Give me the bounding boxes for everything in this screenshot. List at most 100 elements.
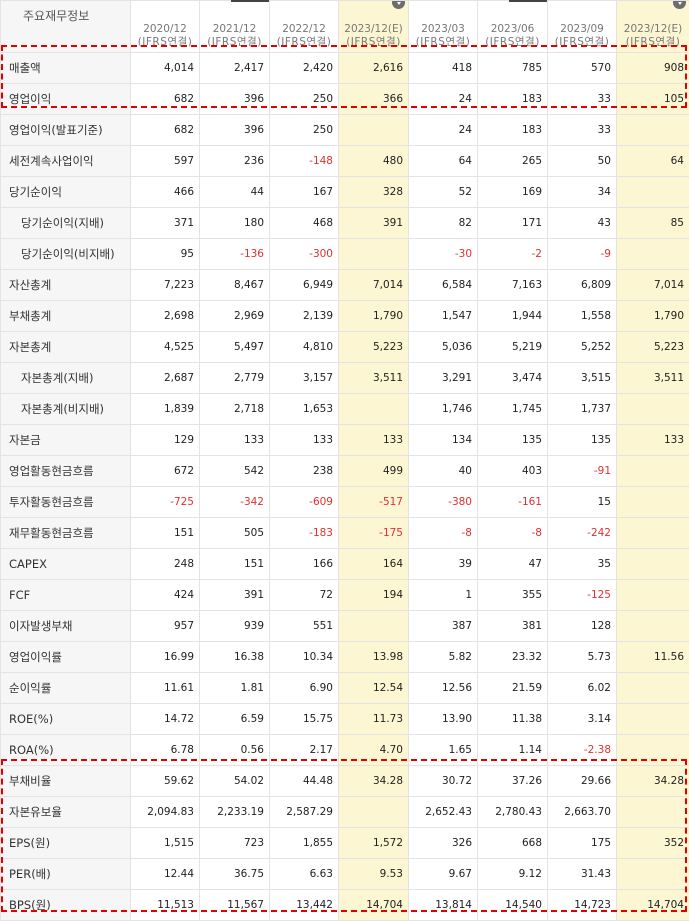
- table-cell: 1.81: [200, 673, 270, 704]
- table-cell: 2,652.43: [409, 797, 478, 828]
- table-cell: 2,616: [339, 53, 409, 84]
- table-cell: 7,014: [617, 270, 689, 301]
- column-date: 2023/06: [478, 23, 547, 36]
- table-cell: 167: [270, 177, 339, 208]
- table-cell: 355: [478, 580, 548, 611]
- row-label: 당기순이익(지배): [1, 208, 131, 239]
- table-cell: 15.75: [270, 704, 339, 735]
- table-cell: 151: [200, 549, 270, 580]
- table-cell: 5,252: [548, 332, 617, 363]
- table-cell: 14,704: [339, 890, 409, 921]
- table-cell: 957: [131, 611, 200, 642]
- table-cell: 151: [131, 518, 200, 549]
- table-cell: 33: [548, 115, 617, 146]
- column-header-estimate: 2023/12(E)(IFRS연결): [339, 1, 409, 53]
- table-cell: 24: [409, 115, 478, 146]
- table-cell: 723: [200, 828, 270, 859]
- row-label: ROE(%): [1, 704, 131, 735]
- row-label: EPS(원): [1, 828, 131, 859]
- table-cell: -2.38: [548, 735, 617, 766]
- table-cell: 250: [270, 115, 339, 146]
- column-basis: (IFRS연결): [270, 36, 338, 52]
- table-cell: -242: [548, 518, 617, 549]
- table-cell: -609: [270, 487, 339, 518]
- table-cell: 64: [409, 146, 478, 177]
- table-cell: -342: [200, 487, 270, 518]
- table-cell: 2,233.19: [200, 797, 270, 828]
- table-cell: 3,515: [548, 363, 617, 394]
- table-cell: 1,745: [478, 394, 548, 425]
- row-label: 자본총계(지배): [1, 363, 131, 394]
- row-label: 영업이익: [1, 84, 131, 115]
- table-cell: 13.90: [409, 704, 478, 735]
- column-date: 2023/09: [548, 23, 616, 36]
- table-cell: 7,163: [478, 270, 548, 301]
- table-cell: 785: [478, 53, 548, 84]
- row-label: 자본총계(비지배): [1, 394, 131, 425]
- column-date: 2023/12(E): [339, 23, 408, 36]
- table-cell: 134: [409, 425, 478, 456]
- table-cell: 2.17: [270, 735, 339, 766]
- annual-toggle-icon[interactable]: [392, 1, 405, 10]
- table-cell: -161: [478, 487, 548, 518]
- column-header: 2021/12(IFRS연결): [200, 1, 270, 53]
- table-cell: -136: [200, 239, 270, 270]
- table-cell: 6,949: [270, 270, 339, 301]
- table-cell: 238: [270, 456, 339, 487]
- table-cell: 672: [131, 456, 200, 487]
- table-cell: 499: [339, 456, 409, 487]
- table-cell: 9.12: [478, 859, 548, 890]
- table-cell: 4,810: [270, 332, 339, 363]
- table-cell: 34.28: [617, 766, 689, 797]
- column-basis: (IFRS연결): [617, 36, 689, 52]
- table-cell: 3,474: [478, 363, 548, 394]
- table-cell: -380: [409, 487, 478, 518]
- table-cell: 1,547: [409, 301, 478, 332]
- table-cell: [617, 735, 689, 766]
- table-cell: 12.54: [339, 673, 409, 704]
- quarterly-toggle-icon[interactable]: [673, 1, 686, 10]
- row-label: 자산총계: [1, 270, 131, 301]
- table-cell: 2,698: [131, 301, 200, 332]
- row-label: ROA(%): [1, 735, 131, 766]
- table-cell: 391: [200, 580, 270, 611]
- table-cell: 13,814: [409, 890, 478, 921]
- table-cell: 248: [131, 549, 200, 580]
- table-cell: 250: [270, 84, 339, 115]
- row-label: 자본유보율: [1, 797, 131, 828]
- table-cell: 1,790: [617, 301, 689, 332]
- table-cell: 50: [548, 146, 617, 177]
- table-cell: 3,157: [270, 363, 339, 394]
- table-cell: [617, 673, 689, 704]
- table-cell: [617, 115, 689, 146]
- table-cell: 2,417: [200, 53, 270, 84]
- table-cell: 85: [617, 208, 689, 239]
- table-cell: 135: [478, 425, 548, 456]
- table-cell: 5,497: [200, 332, 270, 363]
- table-cell: 1,839: [131, 394, 200, 425]
- row-label: 자본금: [1, 425, 131, 456]
- column-basis: (IFRS연결): [478, 36, 547, 52]
- table-cell: 668: [478, 828, 548, 859]
- table-cell: 11.56: [617, 642, 689, 673]
- table-cell: 1,746: [409, 394, 478, 425]
- table-cell: 939: [200, 611, 270, 642]
- table-cell: 1,944: [478, 301, 548, 332]
- column-basis: (IFRS연결): [409, 36, 477, 52]
- table-cell: 265: [478, 146, 548, 177]
- table-cell: 82: [409, 208, 478, 239]
- table-cell: 1,558: [548, 301, 617, 332]
- row-label: 영업이익(발표기준): [1, 115, 131, 146]
- column-date: 2020/12: [131, 23, 199, 36]
- table-cell: 6.59: [200, 704, 270, 735]
- table-cell: 3.14: [548, 704, 617, 735]
- row-label: PER(배): [1, 859, 131, 890]
- table-row: 당기순이익(비지배)95-136-300-30-2-9: [1, 239, 689, 270]
